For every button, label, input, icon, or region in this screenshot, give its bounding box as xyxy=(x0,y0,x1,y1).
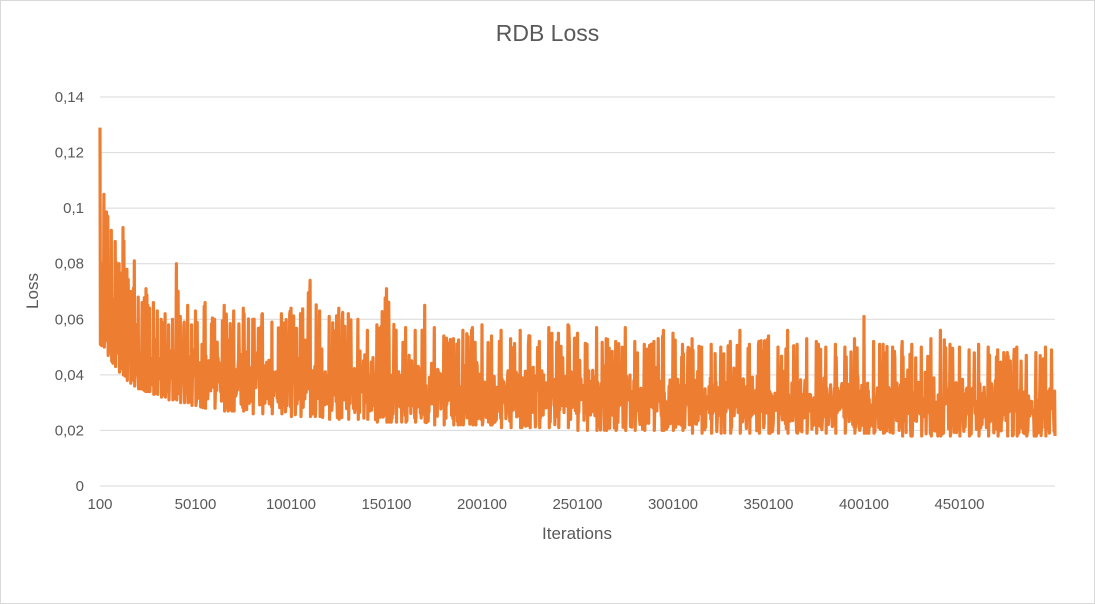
x-axis-title: Iterations xyxy=(542,524,612,543)
x-tick-label: 350100 xyxy=(743,496,793,513)
y-tick-label: 0,02 xyxy=(55,422,84,439)
x-tick-label: 250100 xyxy=(552,496,602,513)
y-tick-label: 0,08 xyxy=(55,256,84,273)
y-axis-title: Loss xyxy=(23,273,42,309)
y-tick-label: 0,06 xyxy=(55,311,84,328)
x-tick-label: 150100 xyxy=(361,496,411,513)
x-tick-label: 100 xyxy=(87,496,112,513)
chart-title: RDB Loss xyxy=(495,20,600,46)
x-tick-label: 100100 xyxy=(266,496,316,513)
loss-series-line xyxy=(98,127,1057,438)
y-tick-label: 0,1 xyxy=(63,200,84,217)
y-tick-label: 0,14 xyxy=(55,89,84,106)
x-tick-labels: 100 50100 100100 150100 200100 250100 300100 35… xyxy=(87,496,984,513)
x-tick-label: 450100 xyxy=(934,496,984,513)
y-tick-label: 0 xyxy=(76,478,84,495)
x-tick-label: 200100 xyxy=(457,496,507,513)
y-tick-label: 0,04 xyxy=(55,367,84,384)
x-tick-label: 300100 xyxy=(648,496,698,513)
x-tick-label: 400100 xyxy=(839,496,889,513)
y-tick-label: 0,12 xyxy=(55,145,84,162)
y-tick-labels: 0 0,02 0,04 0,06 0,08 0,1 0,12 0,14 xyxy=(55,89,84,495)
x-tick-label: 50100 xyxy=(175,496,217,513)
plot-area xyxy=(98,127,1057,438)
